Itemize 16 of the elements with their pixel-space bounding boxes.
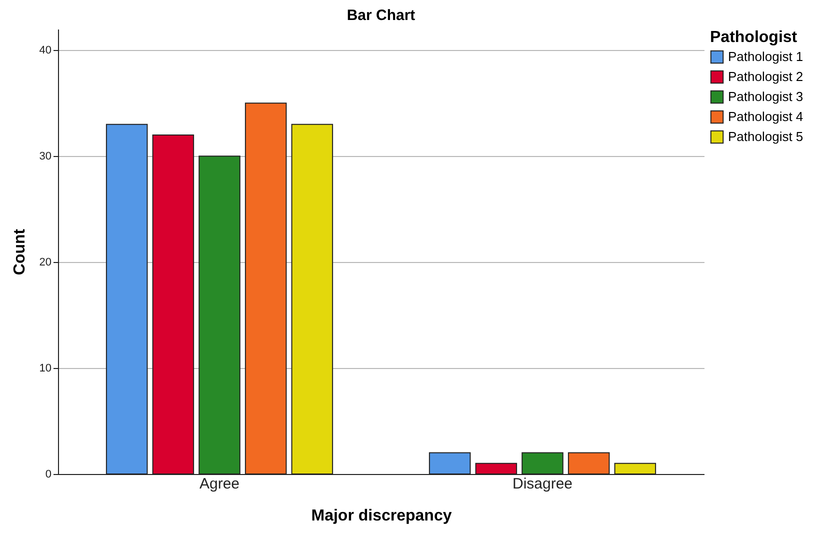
x-axis-title: Major discrepancy (311, 508, 452, 524)
y-axis-title: Count (11, 228, 28, 276)
legend-label: Pathologist 4 (728, 109, 804, 124)
y-tick-label: 20 (39, 256, 52, 269)
y-tick-label: 40 (39, 44, 52, 57)
legend-label: Pathologist 5 (728, 129, 804, 144)
y-tick-label: 10 (39, 362, 52, 375)
y-tick-label: 0 (45, 468, 52, 480)
y-tick-label: 30 (39, 150, 52, 163)
legend-label: Pathologist 2 (728, 69, 804, 84)
legend-title: Pathologist (710, 29, 798, 46)
chart-title: Bar Chart (346, 7, 416, 24)
x-tick-label: Disagree (512, 476, 573, 492)
legend-label: Pathologist 1 (728, 49, 804, 64)
x-tick-label: Agree (199, 476, 240, 492)
legend-label: Pathologist 3 (728, 89, 804, 104)
